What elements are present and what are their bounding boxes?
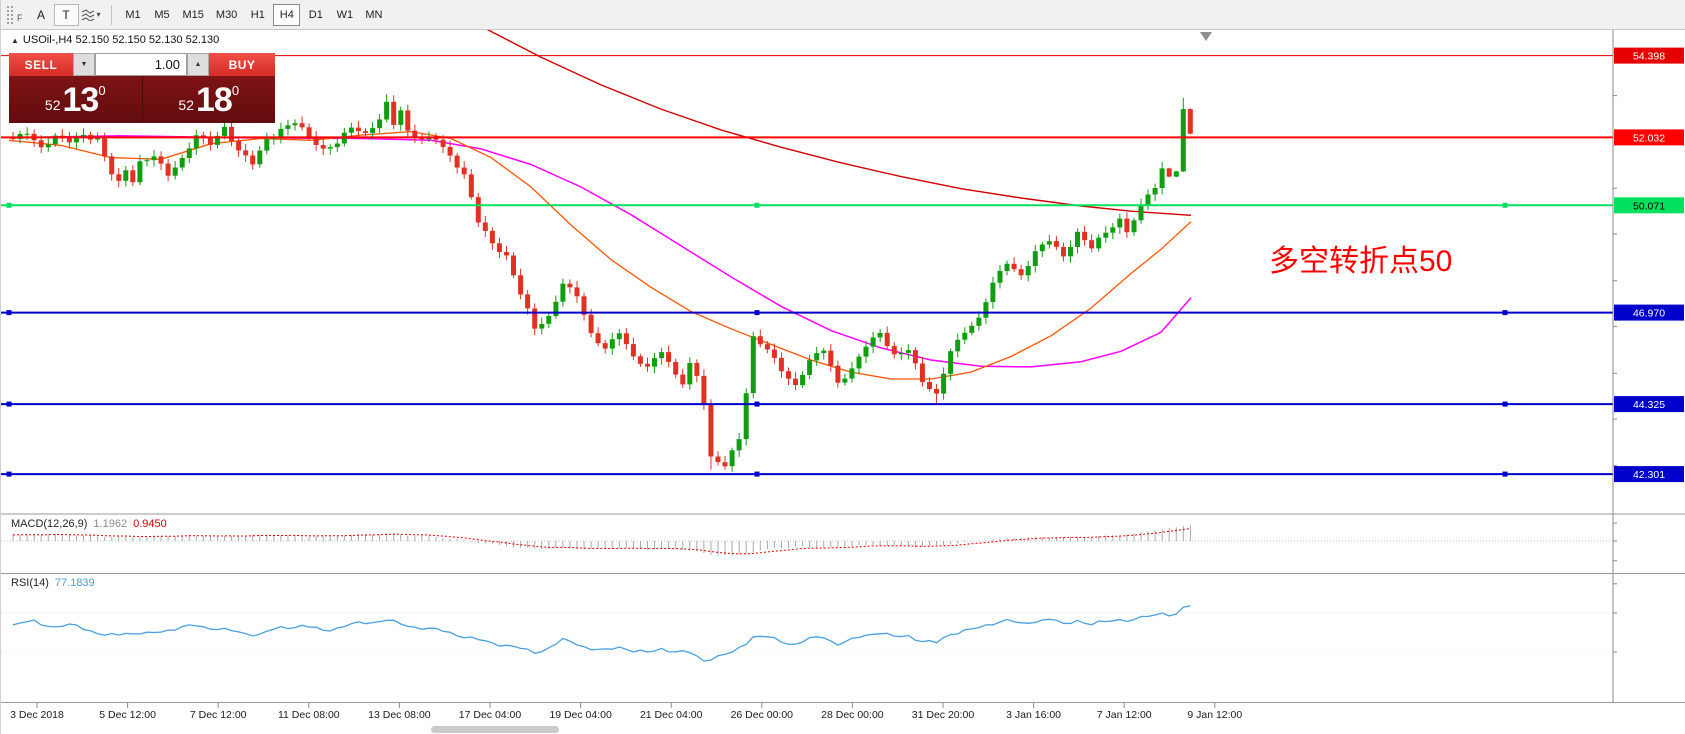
line-handle[interactable] [1502,401,1508,407]
timeframe-button-mn[interactable]: MN [360,4,387,26]
volume-decrease-button[interactable]: ▼ [73,53,95,76]
buy-button[interactable]: BUY [209,53,275,76]
toolbar-drag-handle-icon[interactable] [6,4,15,25]
ohlc-values: 52.150 52.150 52.130 52.130 [75,34,220,46]
timeframe-toolbar: M1 M5 M15 M30 H1 H4 D1 W1 MN [119,3,389,26]
time-axis-label: 3 Jan 16:00 [1006,709,1061,721]
time-axis-label: 26 Dec 00:00 [731,709,794,721]
rsi-panel[interactable] [1,605,1613,662]
chart-info: ▲ USOil-,H4 52.150 52.150 52.130 52.130 [11,34,219,46]
price-badge-label: 46.970 [1633,308,1665,320]
sell-price-display[interactable]: 52 13 0 [9,76,142,123]
line-handle[interactable] [1502,471,1508,477]
price-badge-44.325 [1614,396,1684,413]
price-badge-52.032 [1614,129,1684,146]
line-handle[interactable] [1502,310,1508,316]
timeframe-button-m1[interactable]: M1 [120,4,147,26]
time-axis-label: 17 Dec 04:00 [459,709,522,721]
line-handle[interactable] [1502,202,1508,208]
timeframe-button-h1[interactable]: H1 [244,4,271,26]
line-style-button[interactable]: ▾ [79,4,104,26]
line-handle[interactable] [6,401,12,407]
sell-price-point: 0 [98,83,106,98]
line-handle[interactable] [754,401,760,407]
line-handle[interactable] [6,202,12,208]
time-axis-label: 7 Jan 12:00 [1097,709,1152,721]
time-axis-label: 13 Dec 08:00 [368,709,431,721]
buy-price-point: 0 [231,83,240,98]
time-axis-label: 21 Dec 04:00 [640,709,703,721]
one-click-collapse-icon[interactable]: ▲ [11,36,19,45]
price-badge-42.301 [1614,466,1684,483]
price-badge-label: 50.071 [1633,200,1665,212]
horizontal-scrollbar-thumb[interactable] [431,726,559,733]
line-handle[interactable] [6,471,12,477]
time-axis-label: 11 Dec 08:00 [278,709,340,721]
toolbar-separator [110,4,112,25]
price-badge-label: 52.032 [1633,132,1665,144]
line-handle[interactable] [754,310,760,316]
timeframe-button-h4[interactable]: H4 [273,3,301,26]
volume-input[interactable] [95,53,187,76]
line-style-icon [81,8,95,21]
ma-fast-line [8,130,1192,380]
macd-panel[interactable] [1,524,1613,556]
time-axis-label: 5 Dec 12:00 [99,709,156,721]
timeframe-button-m30[interactable]: M30 [211,4,242,26]
timeframe-button-d1[interactable]: D1 [302,4,329,26]
time-axis-label: 7 Dec 12:00 [190,709,247,721]
macd-indicator-label: MACD(12,26,9) 1.1962 0.9450 [11,518,167,530]
time-axis-label: 9 Jan 12:00 [1187,709,1242,721]
font-tool-button[interactable]: A [29,4,54,26]
volume-increase-button[interactable]: ▲ [187,53,209,76]
line-handle[interactable] [6,310,12,316]
price-badge-label: 42.301 [1633,469,1665,481]
rsi-indicator-label: RSI(14) 77.1839 [11,577,95,589]
buy-price-display[interactable]: 52 18 0 [142,76,275,123]
chart-shift-marker[interactable] [1200,32,1212,41]
sell-price-pips: 13 [62,80,100,119]
time-axis-label: 28 Dec 00:00 [821,709,884,721]
text-tool-button[interactable]: T [53,3,79,26]
symbol-period-label: USOil-,H4 [22,34,73,46]
sell-button[interactable]: SELL [9,53,73,76]
price-badge-46.970 [1614,304,1684,321]
time-axis-label: 31 Dec 20:00 [912,709,975,721]
timeframe-button-m15[interactable]: M15 [178,4,209,26]
one-click-trading-panel: SELL ▼ ▲ BUY 52 13 0 52 18 0 [9,53,275,123]
sell-price-integer: 52 [44,96,61,113]
timeframe-button-m5[interactable]: M5 [149,4,176,26]
rsi-line [12,605,1191,662]
chevron-down-icon: ▾ [96,10,101,19]
price-badge-54.398 [1614,47,1684,64]
toolbar: F A T ▾ M1 M5 M15 M30 H1 H4 D1 W1 MN [1,0,1685,30]
toolbar-f-label: F [17,12,23,23]
buy-price-integer: 52 [178,96,194,113]
timeframe-button-w1[interactable]: W1 [331,4,358,26]
price-badge-label: 44.325 [1633,399,1665,411]
time-axis-label: 19 Dec 04:00 [549,709,612,721]
macd-signal-line [12,528,1191,555]
time-axis-label: 3 Dec 2018 [10,709,64,721]
buy-price-pips: 18 [196,80,233,119]
candlestick-series [10,94,1193,472]
price-badge-50.071 [1614,197,1684,214]
ma-slow-magenta-line [8,135,1192,368]
line-handle[interactable] [754,202,760,208]
price-badge-label: 54.398 [1633,51,1665,63]
chart-text-annotation[interactable]: 多空转折点50 [1269,245,1453,278]
line-handle[interactable] [754,471,760,477]
